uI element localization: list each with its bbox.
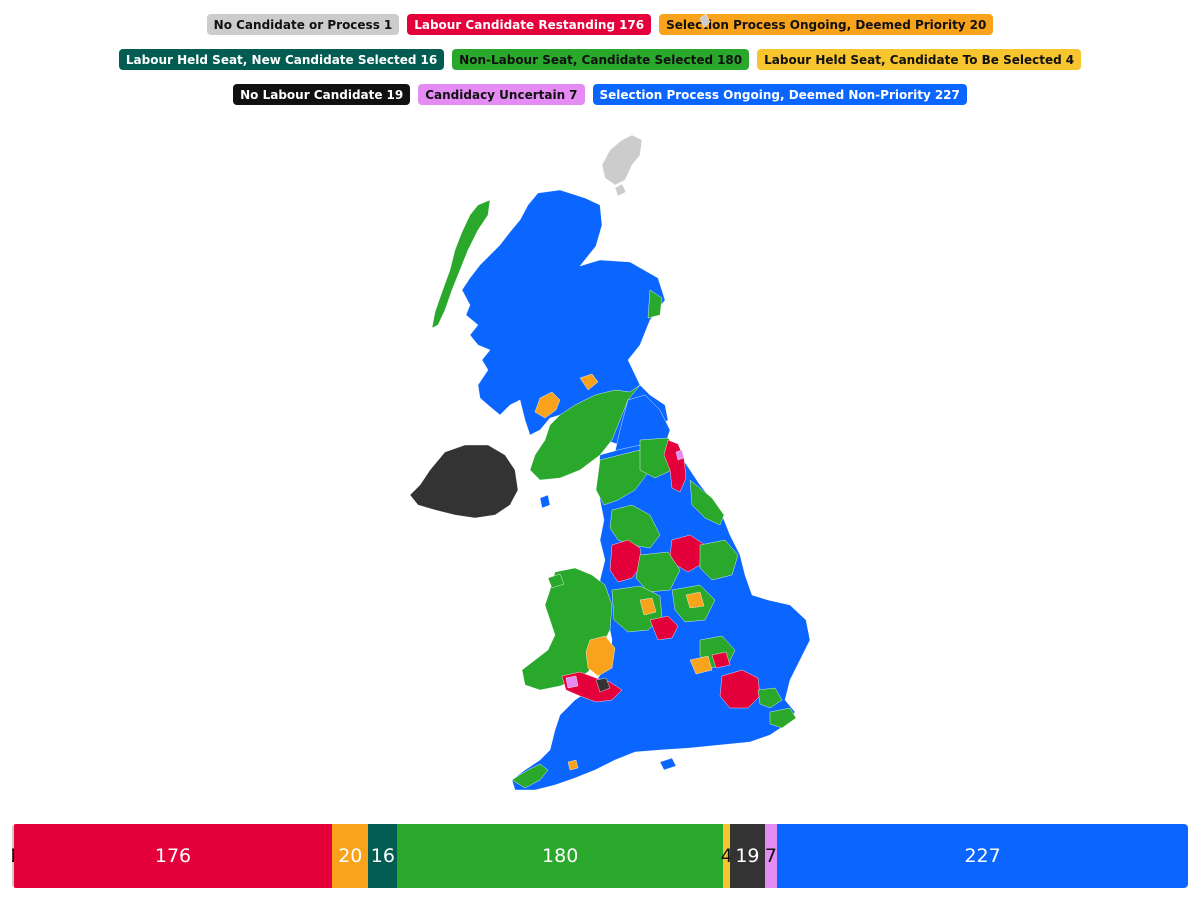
region-anglesey[interactable] bbox=[547, 573, 565, 589]
legend-label: Labour Held Seat, New Candidate Selected bbox=[125, 52, 417, 67]
bar-segment-value: 7 bbox=[764, 845, 777, 867]
bar-segment-nonlab-selected[interactable]: 180 bbox=[397, 824, 723, 888]
region-scotland[interactable] bbox=[461, 189, 669, 446]
legend-chip-uncertain[interactable]: Candidacy Uncertain 7 bbox=[418, 84, 585, 105]
region-northern-ireland[interactable] bbox=[409, 444, 519, 519]
legend-chip-none[interactable]: No Candidate or Process 1 bbox=[206, 14, 400, 35]
legend-chip-non-priority[interactable]: Selection Process Ongoing, Deemed Non-Pr… bbox=[592, 84, 967, 105]
region-east-midlands-red[interactable] bbox=[711, 651, 731, 669]
region-orkney-small[interactable] bbox=[614, 183, 627, 197]
region-argyll[interactable] bbox=[534, 391, 561, 419]
region-south-wales[interactable] bbox=[561, 671, 623, 703]
legend: No Candidate or Process 1 Labour Candidate… bbox=[0, 14, 1200, 105]
region-isle-of-wight[interactable] bbox=[659, 757, 677, 771]
legend-chip-no-candidate[interactable]: No Labour Candidate 19 bbox=[233, 84, 411, 105]
legend-chip-held-tbs[interactable]: Labour Held Seat, Candidate To Be Select… bbox=[757, 49, 1082, 70]
legend-count: 4 bbox=[1065, 52, 1075, 67]
bar-segment-non-priority[interactable]: 227 bbox=[777, 824, 1188, 888]
legend-label: Candidacy Uncertain bbox=[425, 87, 566, 102]
region-birmingham[interactable] bbox=[649, 615, 679, 641]
bar-segment-value: 20 bbox=[338, 845, 363, 867]
shetland-orkney bbox=[601, 13, 711, 186]
legend-chip-nonlab-selected[interactable]: Non-Labour Seat, Candidate Selected 180 bbox=[452, 49, 750, 70]
legend-count: 7 bbox=[569, 87, 578, 102]
bar-segment-value: 4 bbox=[720, 845, 733, 867]
region-ne-scotland[interactable] bbox=[647, 289, 663, 319]
region-isle-of-man[interactable] bbox=[539, 494, 551, 509]
region-cardiff-pink[interactable] bbox=[565, 675, 579, 689]
region-central-scot[interactable] bbox=[579, 373, 599, 391]
bar-segment-restanding[interactable]: 176 bbox=[13, 824, 333, 888]
legend-count: 176 bbox=[619, 17, 645, 32]
bar-segment-held-tbs[interactable]: 4 bbox=[720, 824, 733, 888]
legend-chip-held-new[interactable]: Labour Held Seat, New Candidate Selected… bbox=[118, 49, 445, 70]
bar-segment-priority[interactable]: 20 bbox=[332, 824, 369, 888]
legend-chip-restanding[interactable]: Labour Candidate Restanding 176 bbox=[407, 14, 652, 35]
legend-count: 227 bbox=[934, 87, 960, 102]
region-yorkshire-coast[interactable] bbox=[689, 479, 725, 526]
region-cumbria[interactable] bbox=[595, 449, 651, 506]
legend-label: Labour Candidate Restanding bbox=[414, 17, 616, 32]
region-humber[interactable] bbox=[699, 539, 739, 581]
region-midlands-orange-1[interactable] bbox=[639, 597, 657, 616]
region-orkney[interactable] bbox=[699, 13, 711, 29]
legend-count: 19 bbox=[386, 87, 404, 102]
legend-label: No Labour Candidate bbox=[240, 87, 383, 102]
legend-chip-priority[interactable]: Selection Process Ongoing, Deemed Priori… bbox=[659, 14, 994, 35]
legend-count: 180 bbox=[717, 52, 743, 67]
bar-segment-value: 16 bbox=[370, 845, 395, 867]
region-london[interactable] bbox=[719, 669, 761, 709]
bar-segment-no-candidate[interactable]: 19 bbox=[730, 824, 765, 888]
bar-segment-value: 176 bbox=[154, 845, 192, 867]
region-midlands-orange-2[interactable] bbox=[685, 591, 705, 609]
region-cornwall[interactable] bbox=[511, 763, 549, 789]
bar-segment-value: 19 bbox=[735, 845, 760, 867]
region-shetland[interactable] bbox=[601, 134, 643, 186]
legend-label: Labour Held Seat, Candidate To Be Select… bbox=[764, 52, 1062, 67]
bar-segment-uncertain[interactable]: 7 bbox=[764, 824, 778, 888]
region-south-yorkshire[interactable] bbox=[635, 551, 681, 593]
legend-label: Selection Process Ongoing, Deemed Non-Pr… bbox=[599, 87, 931, 102]
region-southern-scotland[interactable] bbox=[529, 384, 641, 481]
region-bristol-channel[interactable] bbox=[595, 677, 611, 693]
legend-count: 16 bbox=[420, 52, 438, 67]
region-lancashire[interactable] bbox=[609, 504, 661, 549]
region-western-isles[interactable] bbox=[431, 199, 491, 329]
region-oxford-orange[interactable] bbox=[689, 655, 713, 675]
bar-segment-held-new[interactable]: 16 bbox=[368, 824, 398, 888]
region-plymouth[interactable] bbox=[567, 759, 579, 771]
region-london-green[interactable] bbox=[757, 687, 783, 709]
legend-label: Non-Labour Seat, Candidate Selected bbox=[459, 52, 714, 67]
summary-bar: 117620161804197227 bbox=[12, 824, 1188, 888]
bar-segment-value: 227 bbox=[964, 845, 1001, 867]
legend-count: 20 bbox=[969, 17, 987, 32]
region-kent-green[interactable] bbox=[769, 707, 797, 729]
legend-label: Selection Process Ongoing, Deemed Priori… bbox=[666, 17, 966, 32]
region-powys[interactable] bbox=[585, 635, 616, 677]
legend-count: 1 bbox=[383, 17, 393, 32]
legend-label: No Candidate or Process bbox=[213, 17, 380, 32]
region-tyneside-pink[interactable] bbox=[675, 449, 685, 461]
bar-segment-value: 180 bbox=[542, 845, 579, 867]
